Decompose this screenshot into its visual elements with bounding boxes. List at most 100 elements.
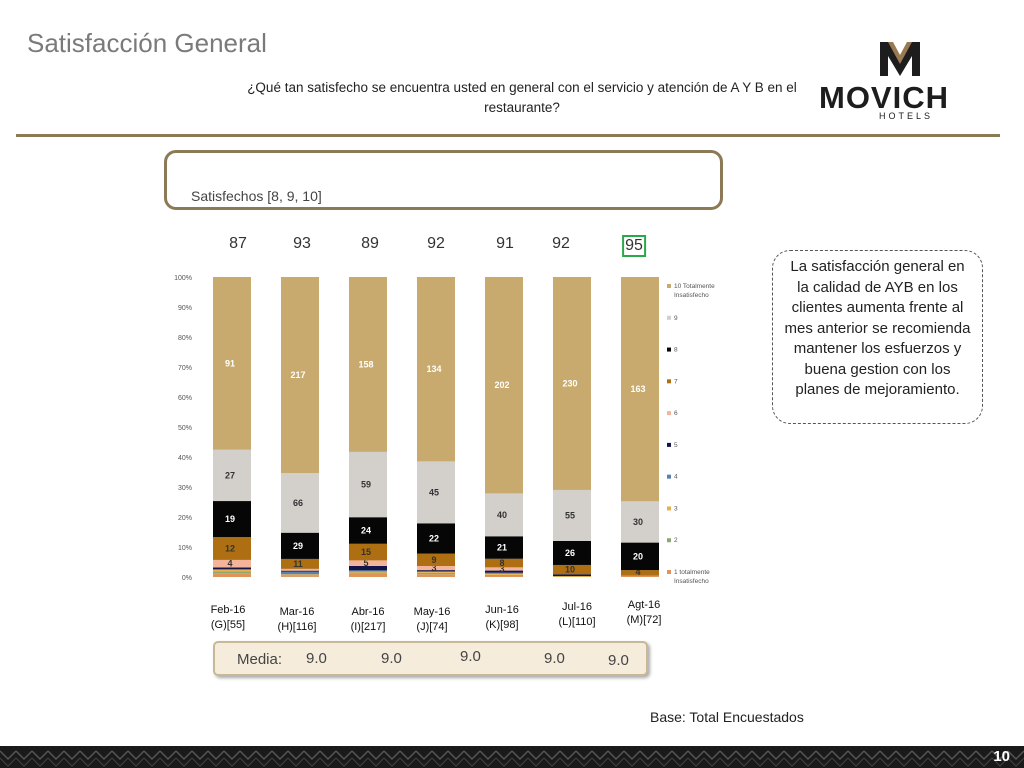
- satisfied-box: Satisfechos [8, 9, 10]: [164, 150, 723, 210]
- month-label: Jun-16 (K)[98]: [485, 604, 519, 631]
- legend-label: 1 totalmente Insatisfecho: [674, 569, 710, 585]
- bar-segment: [417, 565, 455, 571]
- legend-label: 9: [674, 315, 678, 322]
- y-tick-label: 90%: [178, 305, 192, 312]
- bar-segment: [281, 558, 319, 569]
- bar-segment: [281, 570, 319, 572]
- survey-question: ¿Qué tan satisfecho se encuentra usted e…: [247, 80, 797, 115]
- bar-segment: [281, 568, 319, 571]
- data-label: 21: [497, 543, 507, 553]
- base-note: Base: Total Encuestados: [650, 709, 804, 725]
- y-tick-label: 10%: [178, 545, 192, 552]
- bar-segment: [417, 461, 455, 524]
- bar-segment: [281, 277, 319, 474]
- bar-segment: [417, 570, 455, 572]
- bar-segment: [349, 573, 387, 577]
- y-tick-label: 80%: [178, 335, 192, 342]
- media-value: 9.0: [460, 648, 481, 665]
- bar-segment: [621, 575, 659, 577]
- y-tick-label: 40%: [178, 455, 192, 462]
- legend-swatch: [667, 379, 671, 384]
- bar-segment: [281, 571, 319, 575]
- legend-swatch: [667, 347, 671, 352]
- bar-segment: [213, 569, 251, 572]
- y-tick-label: 20%: [178, 515, 192, 522]
- bar-segment: [553, 564, 591, 575]
- bar-segment: [485, 570, 523, 573]
- data-label: 29: [293, 541, 303, 551]
- media-value: 9.0: [306, 650, 327, 667]
- y-tick-label: 30%: [178, 485, 192, 492]
- data-label: 158: [358, 359, 373, 369]
- bar-segment: [485, 572, 523, 574]
- bar-segment: [281, 532, 319, 559]
- media-value: 9.0: [608, 652, 629, 669]
- satisfied-percent: 91: [496, 235, 514, 252]
- data-label: 30: [633, 517, 643, 527]
- footer-pattern-icon: [0, 750, 1024, 767]
- bar-segment: [417, 523, 455, 554]
- y-tick-label: 50%: [178, 425, 192, 432]
- bar-segment: [417, 553, 455, 566]
- data-label: 4: [227, 559, 232, 569]
- data-label: 230: [562, 378, 577, 388]
- bar-segment: [213, 559, 251, 568]
- legend-swatch: [667, 411, 671, 416]
- bar-segment: [485, 567, 523, 571]
- data-label: 12: [225, 544, 235, 554]
- satisfied-box-label: Satisfechos [8, 9, 10]: [191, 188, 322, 204]
- logo-subtitle: HOTELS: [879, 111, 934, 121]
- bar-segment: [485, 558, 523, 568]
- bar-segment: [485, 277, 523, 494]
- month-label: Feb-16 (G)[55]: [210, 604, 246, 631]
- legend-swatch: [667, 506, 671, 511]
- bar-segment: [485, 493, 523, 537]
- legend-label: 7: [674, 378, 678, 385]
- media-label: Media:: [237, 651, 283, 668]
- data-label: 19: [225, 514, 235, 524]
- satisfied-percent: 89: [361, 235, 379, 252]
- bar-segment: [417, 572, 455, 575]
- legend-swatch: [667, 442, 671, 447]
- media-box: Media:: [213, 641, 648, 676]
- data-label: 40: [497, 510, 507, 520]
- legend-label: 8: [674, 347, 678, 354]
- legend-swatch: [667, 315, 671, 320]
- bar-segment: [553, 540, 591, 565]
- data-label: 217: [290, 370, 305, 380]
- month-label: Abr-16 (I)[217]: [350, 606, 386, 633]
- logo-mark-icon: [880, 42, 920, 76]
- header-divider: [16, 134, 1000, 137]
- bar-segment: [213, 567, 251, 570]
- bar-segment: [417, 574, 455, 577]
- legend-swatch: [667, 570, 671, 574]
- month-label: Mar-16 (H)[116]: [277, 606, 317, 633]
- bar-segment: [213, 449, 251, 502]
- y-tick-label: 60%: [178, 395, 192, 402]
- y-tick-label: 70%: [178, 365, 192, 372]
- bar-segment: [553, 489, 591, 541]
- data-label: 4: [635, 567, 640, 577]
- movich-logo: MOVICH HOTELS: [815, 40, 990, 125]
- legend-swatch: [667, 538, 671, 543]
- insight-callout: La satisfacción general en la calidad de…: [772, 250, 983, 424]
- legend-label: 6: [674, 410, 678, 417]
- satisfied-percent: 87: [229, 235, 247, 252]
- bar-segment: [349, 517, 387, 544]
- media-value: 9.0: [381, 650, 402, 667]
- bar-segment: [281, 575, 319, 577]
- bar-segment: [621, 501, 659, 543]
- data-label: 163: [630, 384, 645, 394]
- bar-segment: [621, 277, 659, 502]
- y-tick-label: 0%: [182, 575, 192, 582]
- bar-segment: [281, 574, 319, 576]
- data-label: 3: [431, 563, 436, 573]
- data-label: 134: [426, 364, 441, 374]
- bar-segment: [349, 543, 387, 561]
- satisfied-percent: 95: [622, 235, 646, 257]
- bar-segment: [417, 571, 455, 573]
- data-label: 22: [429, 533, 439, 543]
- data-label: 24: [361, 526, 371, 536]
- data-label: 59: [361, 480, 371, 490]
- data-label: 5: [363, 558, 368, 568]
